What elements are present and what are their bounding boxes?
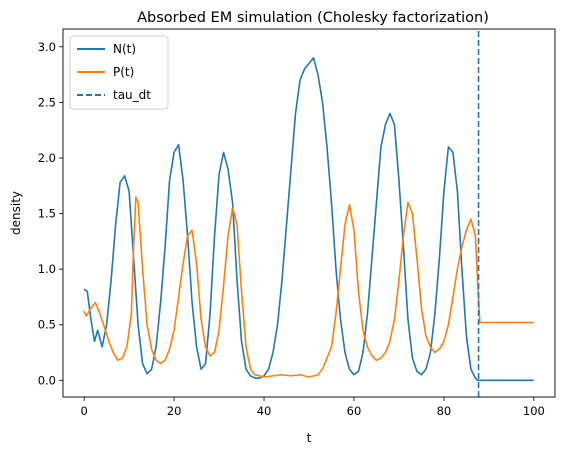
x-tick-label: 60 (347, 404, 362, 418)
legend-label-tau: tau_dt (113, 88, 151, 102)
y-tick-label: 1.5 (38, 207, 56, 221)
y-tick-label: 0.5 (38, 318, 56, 332)
legend-box (69, 35, 169, 110)
y-tick-label: 2.5 (38, 95, 56, 109)
x-tick-label: 40 (257, 404, 272, 418)
legend-label-p: P(t) (113, 65, 134, 79)
x-tick-label: 0 (80, 404, 87, 418)
plot-area (62, 28, 556, 398)
legend-label-n: N(t) (113, 42, 136, 56)
y-tick-label: 2.0 (38, 151, 56, 165)
y-tick-label: 1.0 (38, 262, 56, 276)
legend: N(t) P(t) tau_dt (69, 35, 169, 110)
y-axis-label: density (9, 191, 23, 235)
series-line-p (83, 196, 534, 378)
series-line-n (83, 57, 534, 382)
y-tick-label: 0.0 (38, 373, 56, 387)
x-axis-label: t (307, 431, 312, 445)
x-tick-label: 100 (523, 404, 545, 418)
x-tick-label: 20 (167, 404, 182, 418)
y-tick-label: 3.0 (38, 40, 56, 54)
x-tick-label: 80 (437, 404, 452, 418)
chart-title: Absorbed EM simulation (Cholesky factori… (137, 10, 489, 26)
